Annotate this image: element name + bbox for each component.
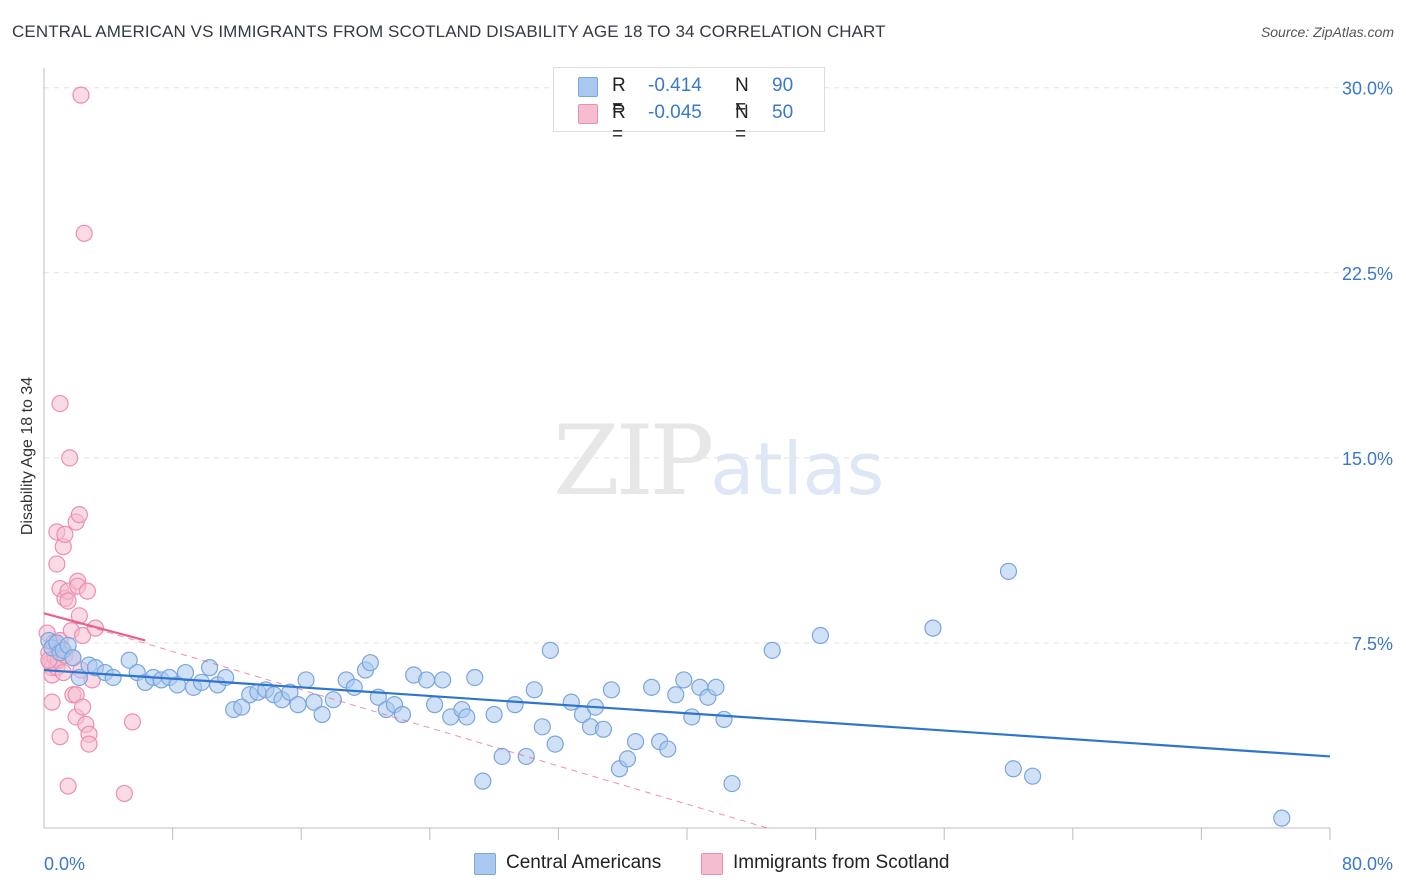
- central-american-trend-line: [43, 668, 1331, 758]
- legend-r-label: R =: [612, 102, 626, 145]
- central-american-point: [458, 708, 476, 726]
- central-american-point: [1024, 767, 1042, 785]
- chart-source: Source: ZipAtlas.com: [1260, 24, 1394, 40]
- central-american-point: [417, 671, 436, 689]
- central-american-point: [1273, 809, 1291, 827]
- central-american-point: [626, 733, 645, 751]
- legend-r-value: -0.414: [648, 75, 702, 96]
- scotland-point: [115, 784, 133, 803]
- central-american-point: [393, 705, 412, 724]
- central-american-point: [541, 641, 559, 659]
- legend-n-label: N =: [735, 75, 749, 118]
- central-american-point: [200, 659, 219, 677]
- central-american-point: [313, 705, 331, 724]
- central-american-point: [715, 710, 733, 729]
- central-american-point: [104, 668, 122, 687]
- central-american-point: [675, 671, 693, 689]
- scotland-point: [73, 626, 92, 645]
- y-tick-label: 30.0%: [1342, 79, 1393, 99]
- central-american-points: [40, 562, 1291, 827]
- central-american-point: [594, 720, 613, 738]
- x-tick-label-min: 0.0%: [44, 854, 85, 874]
- central-american-point: [305, 693, 323, 711]
- scotland-point: [75, 224, 93, 242]
- central-american-point: [546, 735, 564, 753]
- central-american-point: [811, 626, 830, 645]
- bottom-legend-label-scotland: Immigrants from Scotland: [733, 852, 950, 873]
- grid-lines: [44, 87, 1366, 644]
- bottom-legend-swatch-blue: [474, 853, 496, 875]
- axes: [43, 68, 1331, 840]
- legend-swatch-pink: [578, 104, 598, 124]
- central-american-point: [667, 686, 685, 704]
- central-american-point: [643, 678, 661, 696]
- y-tick-label: 7.5%: [1352, 634, 1393, 654]
- central-american-point: [192, 673, 211, 692]
- scotland-trend-extension: [43, 612, 768, 829]
- central-american-point: [562, 693, 580, 711]
- central-american-point: [493, 747, 511, 766]
- scotland-point: [123, 713, 142, 731]
- y-tick-labels: 7.5% 15.0% 22.5% 30.0%: [1342, 79, 1393, 654]
- scotland-point: [51, 728, 69, 746]
- scotland-trend-line: [43, 612, 146, 642]
- central-american-point: [707, 678, 725, 696]
- central-american-point: [466, 668, 484, 687]
- legend-n-value: 50: [772, 102, 794, 123]
- central-american-point: [683, 708, 701, 726]
- legend-r-label: R =: [612, 75, 626, 118]
- chart-title: CENTRAL AMERICAN VS IMMIGRANTS FROM SCOT…: [12, 22, 886, 41]
- central-american-point: [345, 678, 363, 696]
- y-tick-label: 15.0%: [1342, 449, 1393, 469]
- central-american-point: [426, 696, 444, 714]
- scotland-points: [38, 86, 142, 803]
- correlation-legend: R = -0.414 N = 90 R = -0.045 N = 50: [553, 67, 825, 145]
- x-tick-label-max: 80.0%: [1342, 854, 1393, 874]
- scotland-point: [59, 592, 77, 610]
- central-american-point: [763, 641, 781, 659]
- scotland-point: [43, 693, 61, 711]
- central-american-point: [485, 705, 503, 724]
- central-american-point: [517, 747, 535, 766]
- central-american-point: [1004, 760, 1022, 778]
- central-american-point: [999, 562, 1018, 580]
- scotland-point: [70, 506, 88, 524]
- central-american-point: [289, 696, 307, 714]
- central-american-point: [723, 774, 741, 793]
- central-american-point: [525, 681, 543, 699]
- scotland-point: [51, 394, 69, 413]
- central-american-point: [297, 671, 315, 689]
- central-american-point: [659, 740, 677, 758]
- central-american-point: [434, 671, 452, 689]
- legend-r-value: -0.045: [648, 102, 702, 123]
- scotland-point: [48, 555, 66, 573]
- scotland-point: [56, 525, 74, 543]
- scotland-point: [72, 86, 90, 104]
- bottom-legend-label-central: Central Americans: [506, 852, 662, 873]
- y-tick-label: 22.5%: [1342, 264, 1393, 284]
- central-american-point: [533, 718, 551, 736]
- legend-swatch-blue: [578, 77, 598, 97]
- central-american-point: [506, 696, 524, 714]
- central-american-point: [361, 654, 379, 672]
- central-american-point: [281, 683, 299, 701]
- central-american-point: [602, 681, 621, 699]
- scotland-point: [73, 698, 92, 716]
- central-american-point: [474, 772, 492, 790]
- central-american-point: [233, 698, 251, 716]
- scotland-point: [59, 777, 77, 795]
- scotland-point: [80, 735, 98, 753]
- central-american-point: [924, 619, 942, 637]
- central-american-point: [618, 750, 637, 768]
- legend-n-value: 90: [772, 75, 794, 96]
- legend-n-label: N =: [735, 102, 749, 145]
- central-american-point: [120, 651, 138, 669]
- scotland-point: [61, 449, 79, 467]
- scotland-point: [78, 582, 97, 600]
- central-american-point: [64, 649, 82, 667]
- trend-lines: [43, 612, 1331, 829]
- bottom-legend-swatch-pink: [701, 853, 723, 875]
